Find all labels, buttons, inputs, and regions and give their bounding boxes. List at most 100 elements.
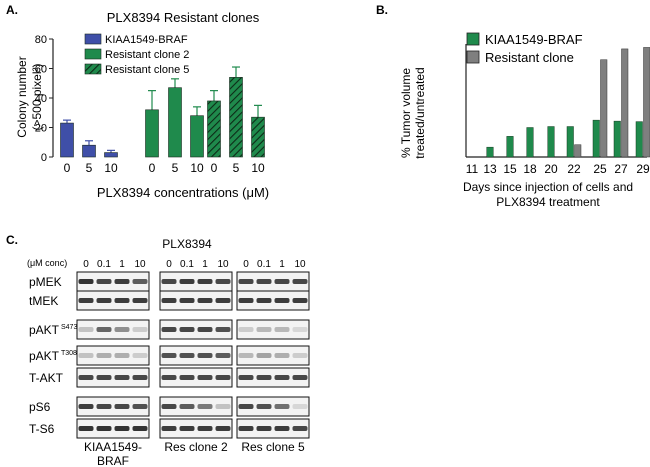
chart-b-ylabel-1: % Tumor volume	[399, 68, 413, 158]
wb-band	[292, 327, 308, 332]
wb-row-sup: T308	[61, 350, 77, 357]
wb-band	[215, 426, 231, 431]
wb-band	[215, 298, 231, 303]
chart-b-xtick-label: 11	[466, 162, 479, 176]
wb-band	[197, 298, 213, 303]
chart-b-bar-kiaa	[613, 120, 621, 158]
wb-band	[274, 327, 290, 332]
wb-blot-box	[76, 396, 150, 417]
wb-band	[179, 404, 195, 409]
wb-band	[274, 404, 290, 409]
chart-a-bar	[229, 77, 243, 158]
chart-a-xtick-label: 0	[64, 161, 71, 175]
wb-band	[197, 375, 213, 380]
panel-label-c: C.	[6, 233, 18, 247]
wb-band	[179, 375, 195, 380]
panel-label-a: A.	[6, 3, 18, 17]
wb-conc-1-1: 0.1	[180, 259, 194, 270]
chart-b-bar-kiaa	[547, 126, 555, 158]
wb-blot-box	[76, 418, 150, 439]
wb-blot-box	[236, 418, 310, 439]
chart-b: 11 13 15 18 20 22 25 27 29 KIAA1549-BRAF Resistant…	[465, 32, 650, 176]
chart-a-legend-swatch	[84, 63, 102, 75]
chart-a-xtick-label: 10	[251, 161, 265, 175]
wb-band	[238, 279, 254, 284]
wb-band	[215, 279, 231, 284]
wb-band	[114, 353, 130, 358]
wb-band	[215, 375, 231, 380]
wb-band	[179, 298, 195, 303]
chart-a-bar	[251, 116, 265, 158]
chart-a-bar	[168, 87, 182, 158]
chart-b-xtick-label: 15	[503, 162, 517, 176]
wb-band	[256, 353, 272, 358]
wb-band	[197, 426, 213, 431]
wb-band	[78, 353, 94, 358]
wb-band	[132, 375, 148, 380]
wb-band	[132, 279, 148, 284]
chart-b-legend-swatch	[466, 50, 480, 64]
chart-a-bar	[104, 152, 118, 158]
wb-blot-box	[159, 367, 233, 388]
chart-b-bar-resistant	[574, 144, 582, 158]
wb-band	[114, 426, 130, 431]
wb-conc-2-2: 1	[279, 259, 285, 270]
wb-band	[274, 353, 290, 358]
wb-blot-box	[159, 290, 233, 311]
wb-row-label: T-S6	[29, 422, 55, 436]
chart-b-xtick-label: 18	[523, 162, 537, 176]
wb-blot-box	[159, 345, 233, 366]
chart-a-legend-label: Resistant clone 2	[105, 49, 189, 61]
wb-band	[256, 426, 272, 431]
wb-band	[96, 298, 112, 303]
wb-band	[238, 353, 254, 358]
wb-band	[256, 298, 272, 303]
wb-band	[292, 404, 308, 409]
wb-band	[292, 426, 308, 431]
chart-b-xlabel-1: Days since injection of cells and	[463, 180, 633, 194]
wb-blot-box	[76, 345, 150, 366]
wb-band	[114, 327, 130, 332]
chart-b-xtick-label: 20	[544, 162, 558, 176]
chart-a-legend-swatch	[84, 33, 102, 45]
wb-treatment-label: PLX8394	[162, 237, 212, 251]
chart-b-bar-kiaa	[506, 136, 514, 158]
wb-band	[238, 426, 254, 431]
chart-b-xlabel-2: PLX8394 treatment	[496, 195, 600, 209]
chart-a-legend-label: Resistant clone 5	[105, 64, 189, 76]
chart-a-xtick-label: 5	[86, 161, 93, 175]
chart-b-bar-resistant	[621, 48, 629, 158]
wb-row-label: pAKT	[29, 323, 60, 337]
wb-group-label-1: Res clone 2	[164, 440, 228, 454]
wb-blot-box	[76, 367, 150, 388]
wb-band	[132, 426, 148, 431]
wb-row-label: tMEK	[29, 294, 58, 308]
chart-a-xtick-label: 5	[172, 161, 179, 175]
chart-b-xtick-label: 13	[483, 162, 497, 176]
wb-band	[274, 375, 290, 380]
wb-band	[292, 353, 308, 358]
chart-a-ytick-label: 0	[41, 152, 47, 164]
wb-band	[114, 404, 130, 409]
wb-group-label2-0: BRAF	[97, 454, 129, 467]
wb-band	[292, 279, 308, 284]
chart-a-ylabel-1: Colony number	[15, 56, 29, 137]
wb-band	[161, 298, 177, 303]
chart-b-bar-resistant	[643, 47, 650, 158]
wb-band	[197, 353, 213, 358]
wb-band	[292, 375, 308, 380]
wb-band	[78, 375, 94, 380]
panel-label-b: B.	[376, 3, 388, 17]
wb-band	[179, 327, 195, 332]
wb-row-sup: S473	[61, 324, 77, 331]
wb-band	[161, 353, 177, 358]
wb-band	[114, 375, 130, 380]
chart-b-legend-label: KIAA1549-BRAF	[485, 32, 583, 47]
wb-band	[96, 426, 112, 431]
chart-a-ytick-label: 40	[35, 93, 47, 105]
chart-a-xtick-label: 10	[190, 161, 204, 175]
wb-band	[238, 298, 254, 303]
wb-band	[78, 327, 94, 332]
wb-band	[132, 327, 148, 332]
